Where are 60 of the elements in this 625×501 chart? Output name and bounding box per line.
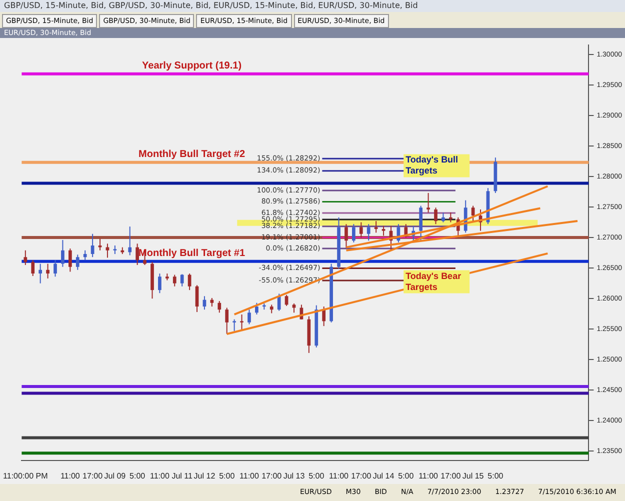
- x-tick-label: 11:00: [150, 471, 170, 480]
- candlestick: [31, 260, 35, 277]
- candlestick: [374, 220, 378, 234]
- x-tick-label: Jul 11: [172, 471, 194, 480]
- candlestick: [172, 274, 176, 287]
- x-tick-label: 11:00:00 PM: [3, 471, 48, 480]
- candlestick: [225, 307, 229, 335]
- candlestick: [38, 263, 42, 284]
- candlestick: [24, 250, 28, 266]
- candlestick: [83, 250, 87, 261]
- candlestick: [61, 239, 64, 268]
- x-tick-label: Jul 13: [283, 471, 306, 480]
- x-tick-label: 17:00: [351, 471, 372, 480]
- ref-line-label: Monthly Bull Target #2: [138, 149, 246, 160]
- candlestick: [76, 254, 80, 270]
- x-tick-label: 5:00: [488, 471, 504, 480]
- ref-line-label: Yearly Support (19.1): [142, 60, 242, 72]
- annotation: Today's Bear Targets: [406, 270, 462, 292]
- candlestick: [158, 273, 162, 294]
- candlestick: [366, 224, 370, 242]
- candlestick: [248, 309, 251, 325]
- x-tick-label: 5:00: [398, 471, 414, 480]
- candlestick: [218, 300, 222, 314]
- candlestick: [255, 302, 258, 315]
- x-tick-label: Jul 09: [104, 471, 126, 480]
- candlestick: [359, 222, 363, 238]
- x-tick-label: 17:00: [440, 471, 462, 480]
- candlestick: [128, 226, 132, 256]
- annotation: Today's Bull Targets: [406, 154, 458, 176]
- candlestick: [232, 318, 236, 332]
- candlestick: [180, 274, 184, 287]
- x-tick-label: 5:00: [219, 471, 236, 480]
- x-tick-label: 5:00: [130, 471, 146, 480]
- x-tick-label: 5:00: [308, 471, 325, 480]
- candlestick: [382, 225, 386, 236]
- x-tick-label: 17:00: [82, 471, 104, 480]
- candlestick: [277, 293, 281, 312]
- x-tick-label: 11:00: [240, 471, 260, 480]
- x-tick-label: 11:00: [60, 471, 80, 480]
- candlestick: [46, 263, 50, 279]
- candlestick: [98, 238, 102, 251]
- x-tick-label: 11:00: [329, 471, 350, 480]
- candlestick: [426, 192, 430, 213]
- x-tick-label: 17:00: [262, 471, 282, 480]
- candlestick: [344, 224, 348, 248]
- candlestick: [240, 314, 244, 332]
- candlestick: [54, 260, 57, 278]
- candlestick: [68, 248, 72, 272]
- candlestick: [352, 224, 356, 243]
- candlestick: [136, 243, 139, 266]
- x-tick-label: 11:00: [418, 471, 439, 480]
- candlestick: [442, 212, 445, 223]
- x-tick-label: Jul 12: [194, 471, 216, 480]
- text: GBP/USD, 15-Minute, Bid, GBP/USD, 30-Minute, Bid, EUR/USD, 15-Minute, Bid, EUR/USD, 30-Minute, Bid: [0, 0, 625, 12]
- x-tick-label: Jul 15: [462, 471, 484, 480]
- candlestick: [434, 207, 438, 225]
- x-tick-label: Jul 14: [372, 471, 395, 480]
- candlestick: [419, 205, 423, 242]
- candlestick: [292, 302, 296, 314]
- candlestick: [322, 306, 326, 327]
